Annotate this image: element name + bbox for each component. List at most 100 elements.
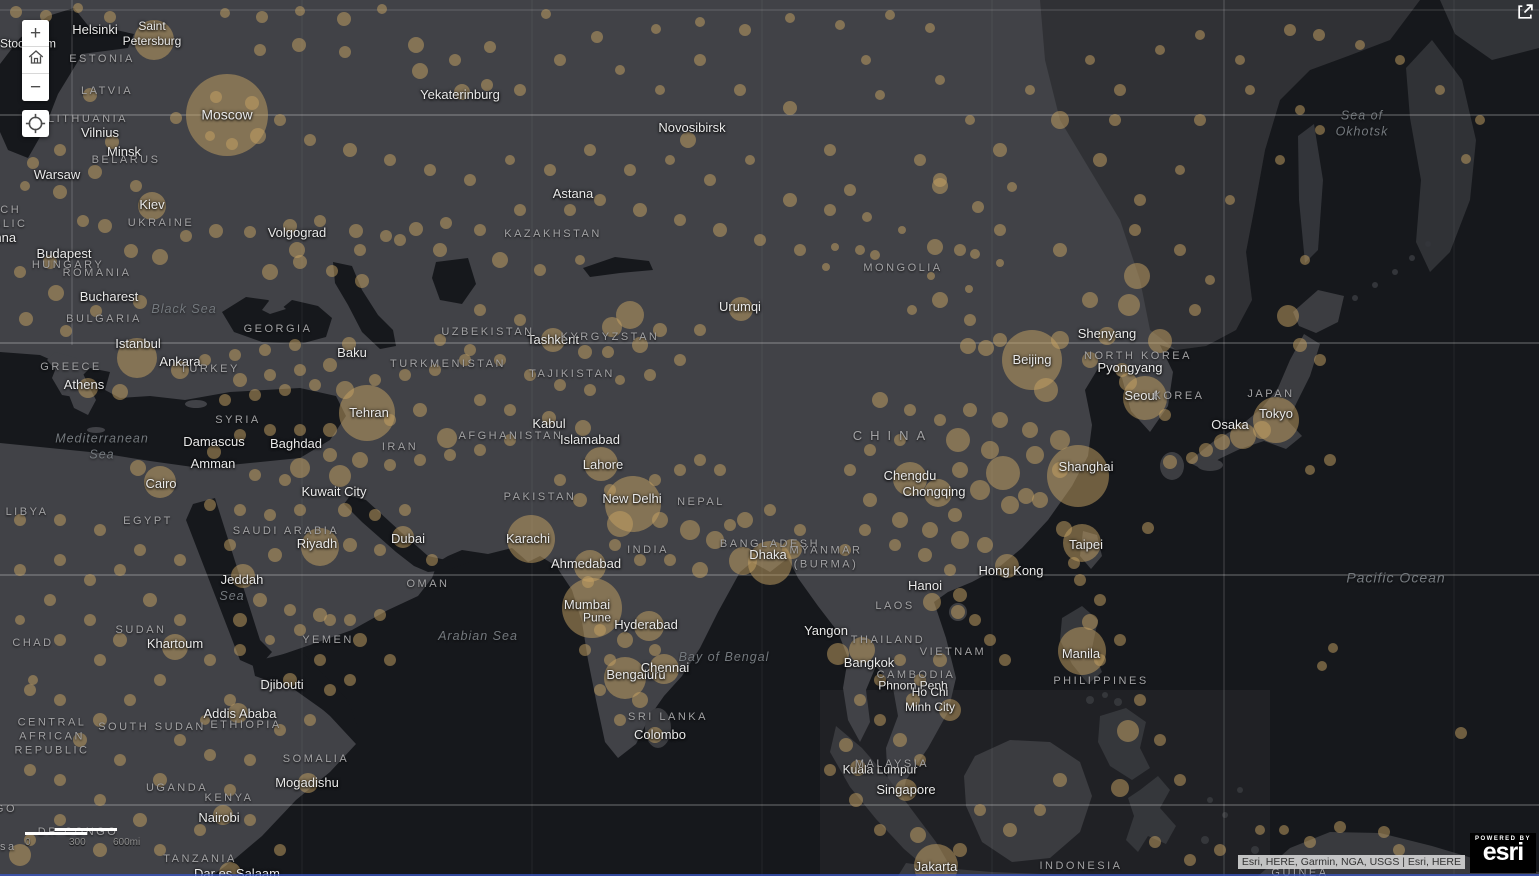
data-bubble[interactable] [1195,30,1205,40]
data-bubble[interactable] [54,144,66,156]
data-bubble[interactable] [665,155,675,165]
data-bubble[interactable] [130,180,142,192]
data-bubble[interactable] [737,512,753,528]
data-bubble[interactable] [632,337,648,353]
data-bubble[interactable] [84,614,96,626]
data-bubble[interactable] [863,493,877,507]
data-bubble[interactable] [970,249,980,259]
data-bubble[interactable] [1018,488,1034,504]
data-bubble[interactable] [492,252,508,268]
data-bubble[interactable] [433,243,447,257]
data-bubble[interactable] [374,609,386,621]
data-bubble[interactable] [481,79,493,91]
data-bubble[interactable] [824,764,836,776]
data-bubble[interactable] [584,384,596,396]
data-bubble[interactable] [353,633,367,647]
data-bubble[interactable] [352,452,368,468]
data-bubble[interactable] [1114,634,1126,646]
data-bubble[interactable] [1051,111,1069,129]
data-bubble[interactable] [1300,255,1310,265]
data-bubble[interactable] [265,635,275,645]
data-bubble[interactable] [1026,446,1044,464]
data-bubble[interactable] [19,312,33,326]
data-bubble[interactable] [575,255,585,265]
data-bubble[interactable] [289,339,301,351]
data-bubble[interactable] [143,593,157,607]
data-bubble[interactable] [1149,836,1161,848]
data-bubble[interactable] [674,464,686,476]
data-bubble[interactable] [180,230,192,242]
data-bubble[interactable] [384,459,396,471]
data-bubble[interactable] [724,519,736,531]
data-bubble[interactable] [694,54,706,66]
data-bubble[interactable] [229,349,241,361]
data-bubble[interactable] [426,554,438,566]
data-bubble[interactable] [268,548,282,562]
data-bubble[interactable] [304,714,316,726]
data-bubble[interactable] [906,693,920,707]
data-bubble[interactable] [1082,292,1098,308]
data-bubble[interactable] [995,554,1019,578]
data-bubble[interactable] [449,54,461,66]
data-bubble[interactable] [927,272,935,280]
data-bubble[interactable] [874,714,886,726]
data-bubble[interactable] [342,337,356,351]
data-bubble[interactable] [250,128,266,144]
data-bubble[interactable] [228,703,248,723]
data-bubble[interactable] [745,155,755,165]
data-bubble[interactable] [894,434,906,446]
data-bubble[interactable] [649,644,661,656]
data-bubble[interactable] [674,214,686,226]
data-bubble[interactable] [951,531,969,549]
data-bubble[interactable] [634,554,646,566]
data-bubble[interactable] [77,215,89,227]
data-bubble[interactable] [1129,224,1141,236]
data-bubble[interactable] [1068,557,1080,569]
data-bubble[interactable] [604,657,646,699]
data-bubble[interactable] [594,194,606,206]
data-bubble[interactable] [1118,294,1140,316]
data-bubble[interactable] [15,615,25,625]
data-bubble[interactable] [984,634,996,646]
data-bubble[interactable] [355,274,369,288]
data-bubble[interactable] [935,75,945,85]
data-bubble[interactable] [1053,243,1067,257]
data-bubble[interactable] [594,684,606,696]
data-bubble[interactable] [1214,434,1230,450]
expand-button[interactable] [1515,3,1535,23]
data-bubble[interactable] [999,654,1011,666]
data-bubble[interactable] [464,174,476,186]
data-bubble[interactable] [713,223,727,237]
data-bubble[interactable] [293,255,307,269]
data-bubble[interactable] [279,384,291,396]
data-bubble[interactable] [424,164,436,176]
data-bubble[interactable] [354,244,366,256]
data-bubble[interactable] [48,285,64,301]
data-bubble[interactable] [105,135,119,149]
data-bubble[interactable] [289,242,305,258]
data-bubble[interactable] [134,20,174,60]
data-bubble[interactable] [910,827,926,843]
data-bubble[interactable] [259,344,271,356]
data-bubble[interactable] [554,379,566,391]
data-bubble[interactable] [54,554,66,566]
data-bubble[interactable] [1184,854,1196,866]
data-bubble[interactable] [73,3,83,13]
data-bubble[interactable] [783,101,797,115]
data-bubble[interactable] [1074,574,1086,586]
data-bubble[interactable] [231,564,255,588]
data-bubble[interactable] [874,824,886,836]
data-bubble[interactable] [584,144,596,156]
data-bubble[interactable] [534,264,546,276]
data-bubble[interactable] [923,593,941,611]
data-bubble[interactable] [9,844,31,866]
data-bubble[interactable] [831,243,839,251]
data-bubble[interactable] [298,773,318,793]
data-bubble[interactable] [680,520,700,540]
data-bubble[interactable] [739,24,751,36]
data-bubble[interactable] [1098,327,1116,345]
data-bubble[interactable] [754,234,766,246]
data-bubble[interactable] [964,314,976,326]
data-bubble[interactable] [54,514,66,526]
data-bubble[interactable] [651,24,661,34]
